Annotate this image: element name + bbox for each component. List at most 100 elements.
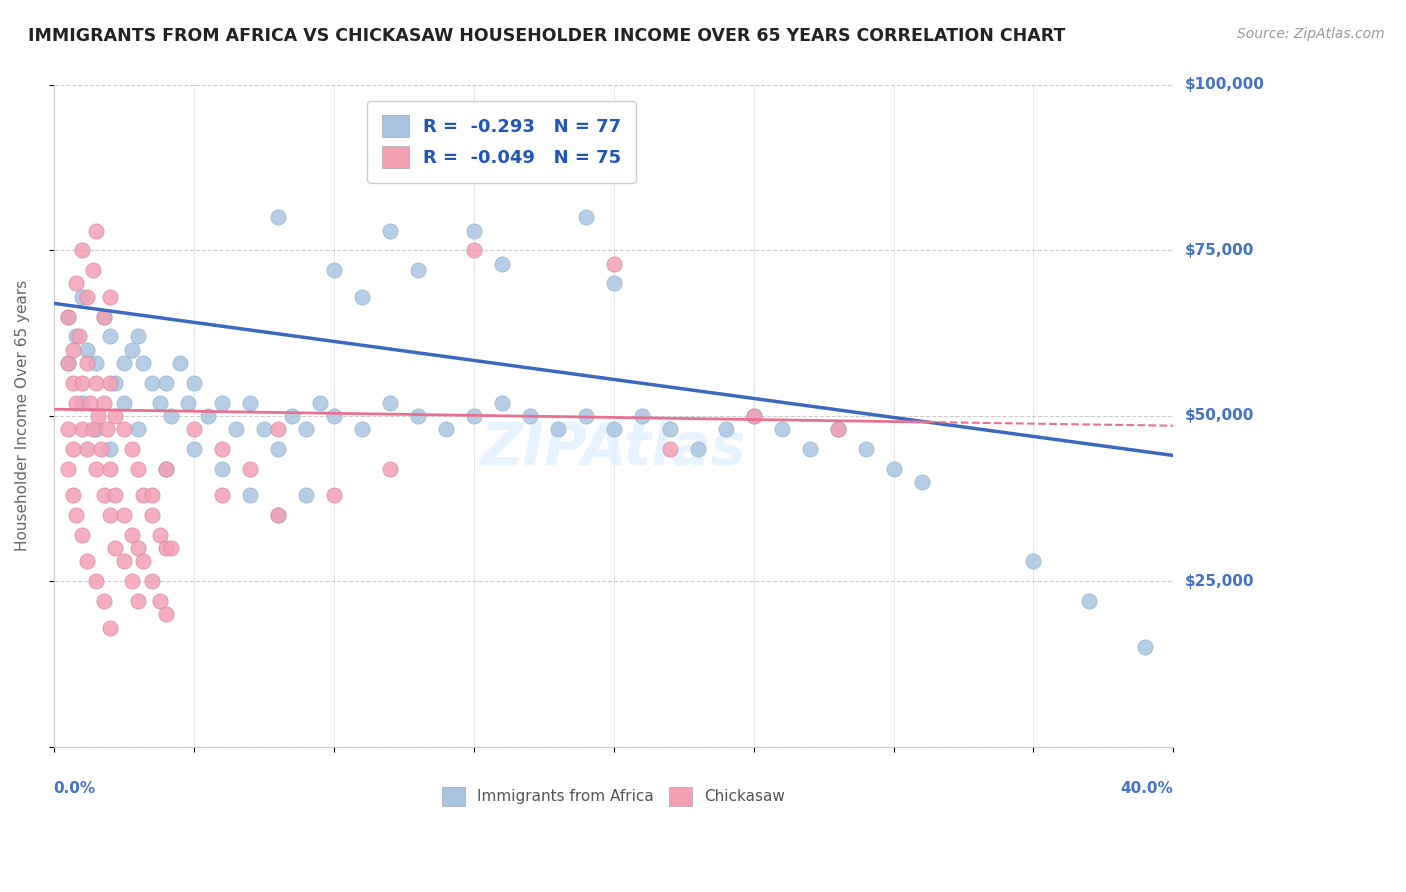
Point [65,277,87,291]
Point [82,263,104,277]
Point [266,508,288,522]
Point [252,422,274,436]
Point [183,442,205,456]
Text: $75,000: $75,000 [1185,243,1254,258]
Point [62,343,84,357]
Point [112,554,135,568]
Point [686,442,709,456]
Point [463,223,485,237]
Point [62,488,84,502]
Point [84,574,107,589]
Point [1022,554,1045,568]
Point [658,442,681,456]
Point [79,395,101,409]
Point [112,508,135,522]
Point [211,461,233,475]
Point [127,329,149,343]
Point [98,329,121,343]
Point [183,376,205,390]
Point [141,574,163,589]
Point [127,422,149,436]
Text: $25,000: $25,000 [1185,574,1254,589]
Point [70,395,93,409]
Point [127,594,149,608]
Point [65,508,87,522]
Point [70,244,93,258]
Point [630,409,652,423]
Point [90,442,112,456]
Point [280,409,302,423]
Point [76,442,98,456]
Point [910,475,932,489]
Point [742,409,765,423]
Point [519,409,541,423]
Point [93,310,115,324]
Point [350,422,373,436]
Point [76,554,98,568]
Point [378,461,401,475]
Point [855,442,877,456]
Point [602,422,624,436]
Point [56,461,79,475]
Point [132,356,155,370]
Point [239,395,262,409]
Point [155,607,177,622]
Point [602,277,624,291]
Point [463,244,485,258]
Point [602,257,624,271]
Point [98,461,121,475]
Point [93,395,115,409]
Point [177,395,200,409]
Point [574,211,596,225]
Point [658,422,681,436]
Point [463,409,485,423]
Point [127,541,149,556]
Point [169,356,191,370]
Point [378,395,401,409]
Point [93,310,115,324]
Point [121,343,143,357]
Point [98,442,121,456]
Point [155,461,177,475]
Point [225,422,247,436]
Point [62,442,84,456]
Point [155,541,177,556]
Point [76,343,98,357]
Text: ZIPAtlas: ZIPAtlas [481,420,747,477]
Point [211,488,233,502]
Point [378,223,401,237]
Point [882,461,904,475]
Point [82,422,104,436]
Text: 0.0%: 0.0% [53,781,96,796]
Point [149,395,172,409]
Point [93,594,115,608]
Point [519,104,541,119]
Point [149,528,172,542]
Point [132,554,155,568]
Point [98,376,121,390]
Point [67,329,90,343]
Point [132,488,155,502]
Point [155,376,177,390]
Point [239,461,262,475]
Text: IMMIGRANTS FROM AFRICA VS CHICKASAW HOUSEHOLDER INCOME OVER 65 YEARS CORRELATION: IMMIGRANTS FROM AFRICA VS CHICKASAW HOUS… [28,27,1066,45]
Point [1078,594,1101,608]
Point [141,508,163,522]
Point [742,409,765,423]
Point [112,395,135,409]
Point [160,541,183,556]
Text: $100,000: $100,000 [1185,78,1264,93]
Y-axis label: Householder Income Over 65 years: Householder Income Over 65 years [15,280,30,551]
Point [104,409,127,423]
Point [183,422,205,436]
Point [211,442,233,456]
Point [406,409,429,423]
Point [294,422,316,436]
Text: Source: ZipAtlas.com: Source: ZipAtlas.com [1237,27,1385,41]
Point [112,422,135,436]
Point [827,422,849,436]
Point [770,422,793,436]
Point [322,488,344,502]
Point [98,508,121,522]
Point [434,124,457,138]
